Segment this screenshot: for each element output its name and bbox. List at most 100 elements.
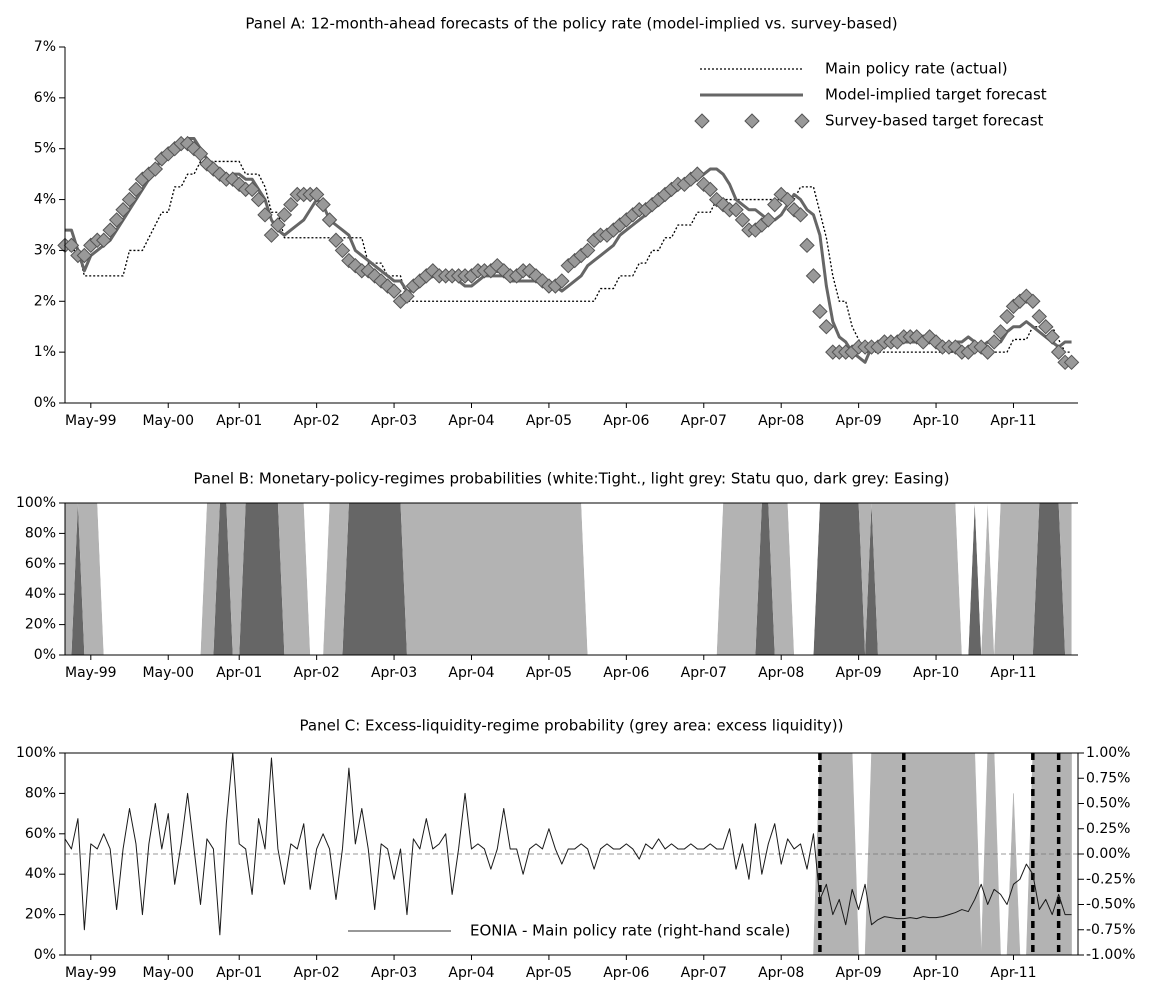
survey-marker: [121, 191, 138, 208]
y-tick-label: 40%: [25, 586, 56, 602]
y-tick-label: 100%: [16, 745, 56, 761]
y-tick-label: 60%: [25, 556, 56, 572]
y-tick-label: 20%: [25, 617, 56, 633]
y-tick-label: 40%: [25, 866, 56, 882]
y2-tick-label: 1.00%: [1086, 745, 1130, 761]
x-tick-label: Apr-11: [990, 413, 1036, 429]
x-tick-label: Apr-07: [681, 965, 727, 981]
survey-marker: [147, 161, 164, 177]
legend-marker: [794, 113, 810, 129]
x-tick-label: Apr-01: [216, 665, 262, 681]
survey-marker: [992, 324, 1009, 340]
x-tick-label: Apr-04: [448, 413, 494, 429]
survey-marker: [108, 212, 125, 228]
y-tick-label: 20%: [25, 907, 56, 923]
x-tick-label: Apr-05: [526, 965, 572, 981]
legend-label: EONIA - Main policy rate (right-hand sca…: [470, 922, 790, 940]
x-tick-label: Apr-09: [836, 665, 882, 681]
y2-tick-label: -0.50%: [1086, 897, 1136, 913]
y2-tick-label: 0.00%: [1086, 846, 1130, 862]
survey-marker: [760, 212, 777, 228]
legend-label: Survey-based target forecast: [825, 112, 1044, 130]
survey-marker: [386, 283, 402, 299]
x-tick-label: Apr-05: [526, 665, 572, 681]
legend-marker: [744, 113, 760, 129]
survey-marker: [734, 212, 751, 228]
x-tick-label: Apr-09: [836, 965, 882, 981]
x-tick-label: Apr-10: [913, 965, 959, 981]
x-tick-label: Apr-02: [294, 665, 340, 681]
survey-marker: [689, 166, 706, 182]
y-tick-label: 0%: [34, 947, 56, 963]
survey-marker: [792, 207, 809, 223]
survey-marker: [1031, 308, 1047, 325]
survey-marker: [321, 212, 338, 228]
survey-marker: [1038, 319, 1054, 335]
x-tick-label: Apr-08: [758, 965, 804, 981]
survey-marker: [779, 191, 796, 208]
x-tick-label: Apr-06: [603, 413, 649, 429]
x-tick-label: Apr-01: [216, 965, 262, 981]
panel-title: Panel C: Excess-liquidity-regime probabi…: [300, 717, 844, 735]
survey-marker: [115, 202, 131, 218]
x-tick-label: Apr-07: [681, 665, 727, 681]
x-tick-label: Apr-01: [216, 413, 262, 429]
survey-marker: [308, 186, 325, 203]
survey-marker: [986, 334, 1002, 350]
y-tick-label: 1%: [34, 344, 56, 360]
x-tick-label: Apr-04: [448, 965, 494, 981]
x-tick-label: Apr-02: [294, 413, 340, 429]
survey-marker: [102, 222, 118, 238]
x-tick-label: May-99: [65, 665, 117, 681]
x-tick-label: May-00: [142, 413, 194, 429]
survey-marker: [250, 191, 267, 208]
survey-marker: [244, 181, 260, 198]
y-tick-label: 80%: [25, 525, 56, 541]
regime-area: [65, 503, 1072, 655]
y2-tick-label: 0.75%: [1086, 770, 1130, 786]
survey-marker: [399, 288, 415, 304]
survey-marker: [263, 227, 280, 243]
x-tick-label: Apr-06: [603, 965, 649, 981]
y-tick-label: 100%: [16, 495, 56, 511]
regime-area: [65, 503, 1072, 655]
regime-area: [65, 503, 1072, 655]
survey-marker: [328, 232, 344, 248]
survey-marker: [1063, 354, 1080, 371]
survey-marker: [999, 308, 1015, 325]
y2-tick-label: 0.25%: [1086, 821, 1130, 837]
x-tick-label: Apr-03: [371, 965, 417, 981]
survey-marker: [334, 242, 351, 259]
survey-marker: [276, 207, 293, 223]
x-tick-label: Apr-08: [758, 413, 804, 429]
x-tick-label: Apr-05: [526, 413, 572, 429]
y-tick-label: 4%: [34, 192, 56, 208]
y2-tick-label: -1.00%: [1086, 947, 1136, 963]
survey-marker: [1050, 344, 1067, 360]
y2-tick-label: 0.50%: [1086, 796, 1130, 812]
y2-tick-label: -0.25%: [1086, 871, 1136, 887]
survey-marker: [96, 232, 112, 248]
series-line: [65, 160, 1072, 353]
y2-tick-label: -0.75%: [1086, 922, 1136, 938]
survey-marker: [76, 247, 93, 264]
x-tick-label: Apr-10: [913, 665, 959, 681]
survey-marker: [579, 242, 596, 259]
x-tick-label: Apr-09: [836, 413, 882, 429]
survey-marker: [315, 196, 331, 213]
survey-marker: [128, 181, 144, 198]
survey-marker: [767, 196, 783, 213]
y-tick-label: 80%: [25, 785, 56, 801]
survey-marker: [1025, 293, 1041, 309]
y-tick-label: 2%: [34, 293, 56, 309]
x-tick-label: May-00: [142, 665, 194, 681]
panel-title: Panel B: Monetary-policy-regimes probabi…: [194, 470, 950, 488]
y-tick-label: 7%: [34, 39, 56, 55]
survey-marker: [270, 217, 286, 233]
x-tick-label: Apr-03: [371, 665, 417, 681]
x-tick-label: May-00: [142, 965, 194, 981]
x-tick-label: Apr-02: [294, 965, 340, 981]
y-tick-label: 60%: [25, 826, 56, 842]
survey-marker: [554, 273, 570, 289]
